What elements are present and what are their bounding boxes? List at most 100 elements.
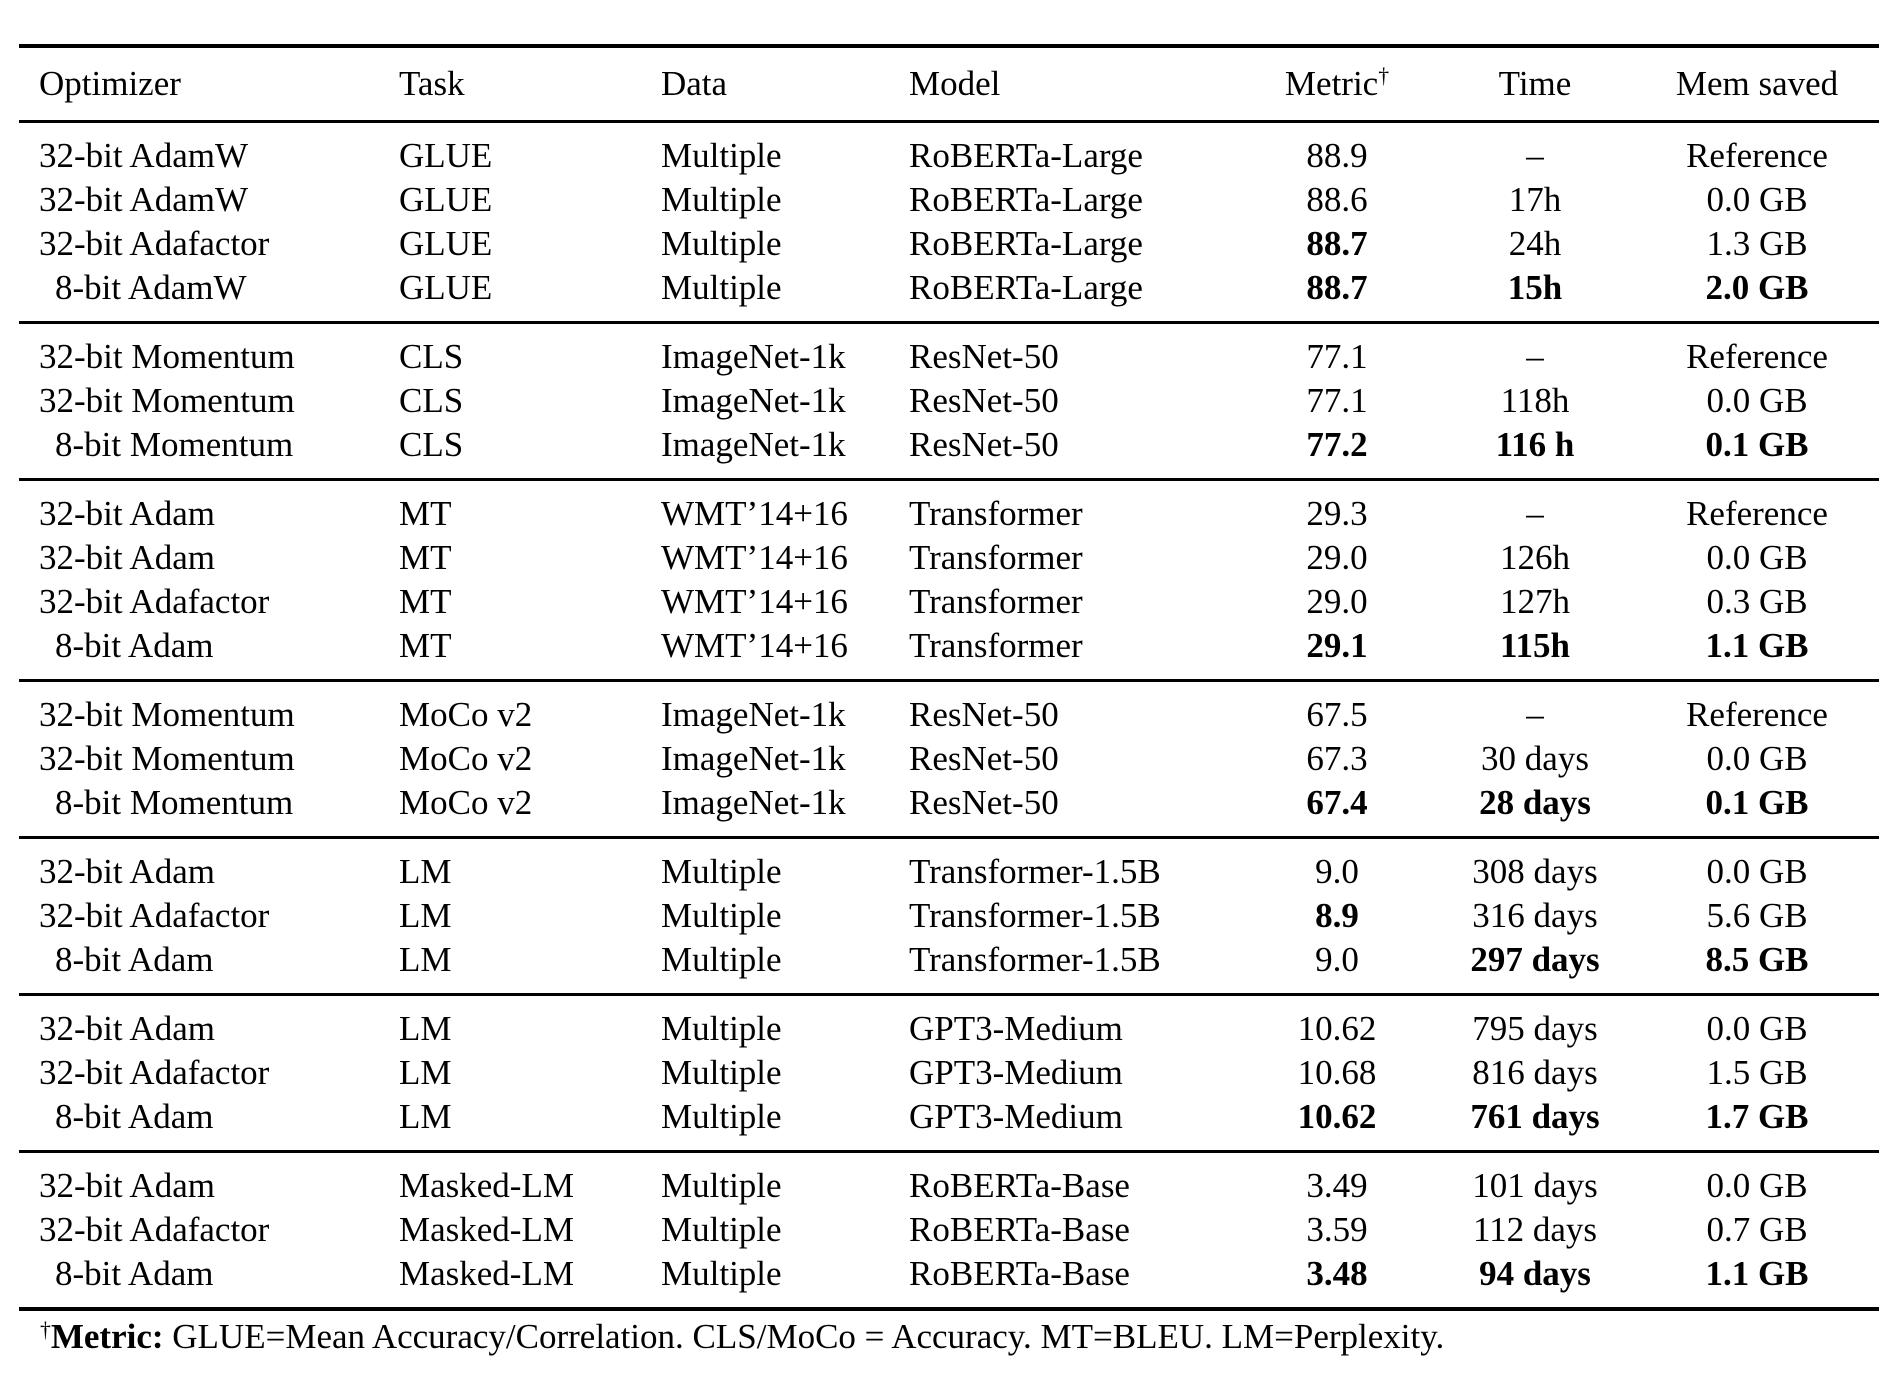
cell-model: Transformer-1.5B [909, 852, 1161, 891]
cell-time: 126h [1500, 538, 1570, 577]
table-group: 32-bit Momentum MoCo v2 ImageNet-1k ResNet-… [19, 680, 1879, 838]
cell-model: Transformer-1.5B [909, 940, 1161, 979]
cell-model: RoBERTa-Large [909, 136, 1143, 175]
cell-model: RoBERTa-Large [909, 224, 1143, 263]
table-group: 32-bit Adam LM Multiple GPT3-Medium 10.62 795… [19, 994, 1879, 1152]
cell-data: WMT’14+16 [661, 582, 848, 621]
table-row: 32-bit AdamW GLUE Multiple RoBERTa-Large 88.… [19, 122, 1879, 179]
cell-metric: 29.1 [1306, 626, 1368, 665]
table-row: 32-bit Adafactor LM Multiple GPT3-Medium 10.… [19, 1051, 1879, 1095]
cell-metric: 10.62 [1297, 1097, 1377, 1136]
table-row: 32-bit Adafactor Masked-LM Multiple RoBERTa… [19, 1208, 1879, 1252]
cell-data: Multiple [661, 1009, 782, 1048]
cell-time: – [1526, 337, 1544, 376]
cell-mem: 1.1 GB [1705, 1254, 1809, 1293]
cell-time: – [1526, 494, 1544, 533]
cell-time: 127h [1500, 582, 1570, 621]
cell-mem: 1.3 GB [1706, 224, 1808, 263]
cell-mem: 0.7 GB [1706, 1210, 1808, 1249]
cell-metric: 88.6 [1306, 180, 1368, 219]
cell-model: Transformer [909, 538, 1083, 577]
cell-metric: 10.68 [1297, 1053, 1377, 1092]
cell-model: RoBERTa-Base [909, 1210, 1130, 1249]
cell-time: 118h [1500, 381, 1570, 420]
cell-optimizer: 32-bit Adafactor [39, 896, 270, 935]
table-row: 32-bit Adafactor MT WMT’14+16 Transformer 29… [19, 580, 1879, 624]
cell-task: Masked-LM [399, 1254, 574, 1293]
cell-data: Multiple [661, 1254, 782, 1293]
cell-data: WMT’14+16 [661, 538, 848, 577]
cell-optimizer: 8-bit Momentum [55, 783, 294, 822]
cell-model: GPT3-Medium [909, 1097, 1123, 1136]
cell-data: Multiple [661, 852, 782, 891]
cell-time: 94 days [1479, 1254, 1591, 1293]
cell-data: WMT’14+16 [661, 626, 848, 665]
cell-optimizer: 32-bit Momentum [39, 739, 295, 778]
column-header-label: Optimizer [39, 64, 181, 103]
cell-time: 795 days [1472, 1009, 1598, 1048]
table-row: 32-bit Adam MT WMT’14+16 Transformer 29.0 126… [19, 536, 1879, 580]
cell-data: Multiple [661, 940, 782, 979]
cell-task: MoCo v2 [399, 695, 533, 734]
cell-task: CLS [399, 425, 464, 464]
cell-mem: 8.5 GB [1705, 940, 1809, 979]
cell-optimizer: 32-bit Adafactor [39, 1210, 270, 1249]
cell-mem: 0.0 GB [1706, 852, 1808, 891]
cell-data: Multiple [661, 1166, 782, 1205]
cell-metric: 88.7 [1306, 224, 1368, 263]
cell-metric: 3.59 [1306, 1210, 1368, 1249]
cell-data: ImageNet-1k [661, 739, 846, 778]
cell-task: Masked-LM [399, 1166, 574, 1205]
cell-mem: Reference [1686, 494, 1828, 533]
table-row: 32-bit Adam LM Multiple GPT3-Medium 10.62 795… [19, 995, 1879, 1052]
cell-mem: 1.1 GB [1705, 626, 1809, 665]
footnote-label: Metric: [50, 1317, 164, 1356]
cell-task: LM [399, 852, 452, 891]
table-footnote: †Metric: GLUE=Mean Accuracy/Correlation.… [40, 1313, 1880, 1361]
cell-model: GPT3-Medium [909, 1053, 1123, 1092]
cell-data: ImageNet-1k [661, 381, 846, 420]
column-header-metric: Metric† [1239, 46, 1435, 122]
cell-task: GLUE [399, 224, 493, 263]
cell-optimizer: 32-bit Adam [39, 538, 215, 577]
table-row: 32-bit Momentum CLS ImageNet-1k ResNet-50 77… [19, 379, 1879, 423]
table-row: 8-bit Momentum CLS ImageNet-1k ResNet-50 77.… [19, 423, 1879, 480]
cell-model: ResNet-50 [909, 739, 1059, 778]
cell-data: ImageNet-1k [661, 695, 846, 734]
cell-metric: 8.9 [1315, 896, 1359, 935]
column-header-time: Time [1435, 46, 1635, 122]
cell-time: 816 days [1472, 1053, 1598, 1092]
cell-optimizer: 8-bit Adam [55, 940, 214, 979]
column-header-mem: Mem saved [1635, 46, 1879, 122]
table-row: 8-bit Adam LM Multiple Transformer-1.5B 9.0 2… [19, 938, 1879, 995]
cell-metric: 77.1 [1306, 337, 1368, 376]
cell-task: GLUE [399, 268, 493, 307]
cell-data: WMT’14+16 [661, 494, 848, 533]
cell-time: 112 days [1472, 1210, 1598, 1249]
cell-optimizer: 32-bit Momentum [39, 381, 295, 420]
cell-time: 308 days [1472, 852, 1598, 891]
column-header-label: Metric [1284, 64, 1379, 103]
cell-task: LM [399, 1097, 452, 1136]
cell-optimizer: 32-bit Adafactor [39, 582, 270, 621]
cell-metric: 10.62 [1297, 1009, 1377, 1048]
cell-data: Multiple [661, 1210, 782, 1249]
cell-data: Multiple [661, 268, 782, 307]
cell-metric: 88.9 [1306, 136, 1368, 175]
cell-optimizer: 32-bit Adam [39, 494, 215, 533]
table-row: 32-bit Momentum MoCo v2 ImageNet-1k ResNet-… [19, 681, 1879, 738]
cell-optimizer: 8-bit Adam [55, 626, 214, 665]
cell-data: Multiple [661, 1097, 782, 1136]
table-row: 8-bit Adam LM Multiple GPT3-Medium 10.62 761 … [19, 1095, 1879, 1152]
cell-optimizer: 32-bit Adam [39, 1166, 215, 1205]
cell-task: LM [399, 1053, 452, 1092]
cell-task: LM [399, 1009, 452, 1048]
table-row: 8-bit AdamW GLUE Multiple RoBERTa-Large 88.7… [19, 266, 1879, 323]
cell-time: 101 days [1472, 1166, 1598, 1205]
cell-task: MoCo v2 [399, 739, 533, 778]
cell-time: 761 days [1470, 1097, 1600, 1136]
cell-model: RoBERTa-Base [909, 1254, 1130, 1293]
cell-model: RoBERTa-Base [909, 1166, 1130, 1205]
cell-metric: 67.5 [1306, 695, 1368, 734]
cell-mem: 2.0 GB [1705, 268, 1809, 307]
